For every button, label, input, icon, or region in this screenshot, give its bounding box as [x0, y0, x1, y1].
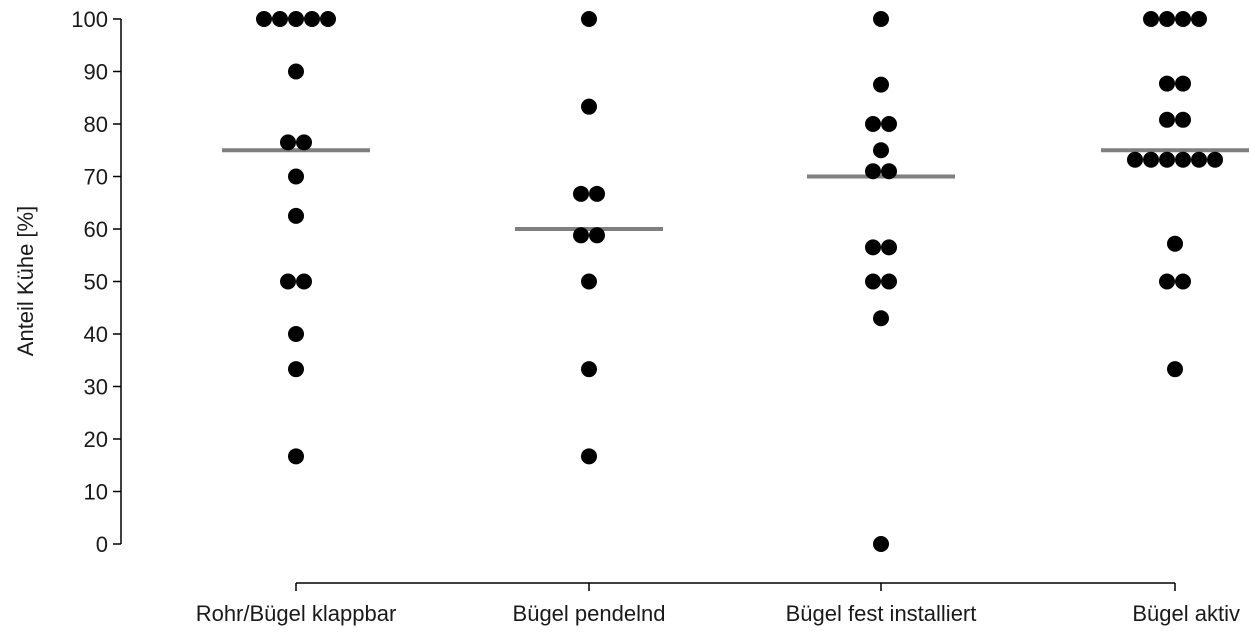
data-point [1167, 235, 1183, 252]
y-tick-label: 60 [84, 217, 108, 242]
x-category-label: Rohr/Bügel klappbar [196, 601, 397, 626]
data-point [1175, 151, 1191, 168]
data-point [272, 11, 288, 27]
data-point [296, 134, 312, 151]
data-point [581, 273, 597, 290]
data-point [280, 134, 296, 151]
data-point [288, 63, 304, 80]
data-point [1191, 151, 1207, 168]
data-point [581, 11, 597, 27]
data-point [1159, 111, 1175, 128]
x-category-label: Bügel pendelnd [513, 601, 666, 626]
y-tick-label: 80 [84, 112, 108, 137]
x-category-label: Bügel aktiv [1132, 601, 1240, 626]
data-point [873, 11, 889, 27]
data-point [288, 168, 304, 185]
data-point [589, 227, 605, 244]
y-tick-label: 10 [84, 480, 108, 505]
data-point [288, 207, 304, 224]
data-point [1159, 273, 1175, 290]
y-tick-label: 90 [84, 60, 108, 85]
data-point [573, 227, 589, 244]
data-point [288, 361, 304, 378]
data-point [296, 273, 312, 290]
data-point [873, 310, 889, 327]
data-point [865, 116, 881, 132]
data-point [1175, 273, 1191, 290]
x-category-label: Bügel fest installiert [786, 601, 977, 626]
data-point [288, 326, 304, 342]
y-tick-label: 30 [84, 375, 108, 400]
data-point [865, 273, 881, 290]
data-point [280, 273, 296, 290]
data-point [881, 163, 897, 180]
data-point [1159, 151, 1175, 168]
data-point [1159, 11, 1175, 27]
data-point [1143, 11, 1159, 27]
data-point [1167, 361, 1183, 378]
data-point [1207, 151, 1223, 168]
data-point [581, 448, 597, 465]
y-tick-label: 0 [96, 532, 108, 557]
y-tick-label: 50 [84, 270, 108, 295]
data-point [288, 448, 304, 465]
data-point [1175, 75, 1191, 92]
data-point [256, 11, 272, 27]
data-point [865, 239, 881, 256]
data-point [581, 98, 597, 115]
x-axis: Rohr/Bügel klappbar Bügel pendelnd Bügel f… [196, 582, 1240, 626]
data-point [589, 185, 605, 202]
y-axis: 0 10 20 30 40 50 60 70 80 90 100 [71, 7, 122, 557]
data-point [573, 185, 589, 202]
median-lines [222, 148, 1249, 231]
data-point [581, 361, 597, 378]
data-point [873, 536, 889, 552]
data-point [304, 11, 320, 27]
data-point [1191, 11, 1207, 27]
y-tick-label: 100 [71, 7, 108, 32]
data-point [1175, 111, 1191, 128]
data-point [1127, 151, 1143, 168]
y-tick-label: 20 [84, 427, 108, 452]
data-point [1159, 75, 1175, 92]
y-axis-title: Anteil Kühe [%] [13, 206, 38, 356]
data-point [873, 76, 889, 93]
y-tick-label: 70 [84, 165, 108, 190]
data-point [1175, 11, 1191, 27]
data-point [320, 11, 336, 27]
data-point [288, 11, 304, 27]
data-point [1143, 151, 1159, 168]
data-point [881, 239, 897, 256]
data-points [256, 11, 1223, 552]
y-tick-label: 40 [84, 322, 108, 347]
data-point [873, 142, 889, 159]
data-point [865, 163, 881, 180]
data-point [881, 273, 897, 290]
data-point [881, 116, 897, 132]
